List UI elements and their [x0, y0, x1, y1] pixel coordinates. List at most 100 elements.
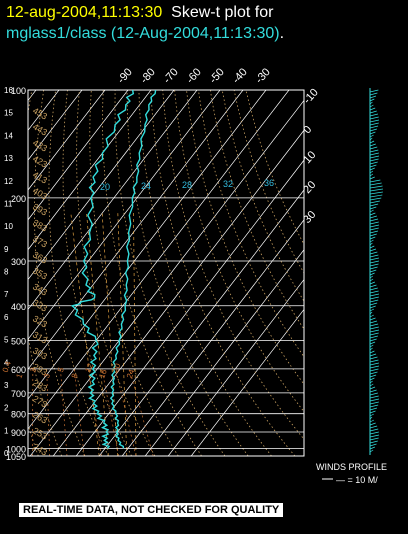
theta-label: 303 [31, 345, 49, 361]
wind-barb [369, 206, 377, 210]
wind-barb [369, 212, 376, 216]
moist-adiabat [70, 212, 100, 456]
wind-barb [369, 371, 378, 375]
mixing-ratio-label: 12 [83, 362, 95, 374]
wind-barb [369, 296, 379, 300]
theta-label: 373 [31, 233, 49, 249]
wind-barb [369, 338, 377, 342]
wind-barb [369, 230, 379, 234]
height-label: 15 [4, 109, 13, 118]
height-label: 10 [4, 222, 13, 231]
height-label: 7 [4, 290, 9, 299]
wind-barb [369, 356, 378, 360]
moist-adiabat-label: 32 [223, 179, 233, 189]
wind-barb [369, 395, 379, 399]
wind-barb [369, 236, 376, 240]
wind-barb [369, 110, 377, 114]
top-temperature-label: -80 [138, 66, 158, 86]
wind-barb [369, 140, 375, 144]
wind-barb [369, 182, 382, 186]
wind-barb [369, 218, 379, 222]
wind-barb [369, 449, 374, 453]
right-temperature-label: 0 [301, 124, 314, 137]
top-temperature-label: -40 [230, 66, 250, 86]
wind-barb [369, 293, 380, 297]
wind-barb [369, 251, 378, 255]
wind-barb [369, 134, 374, 138]
mixing-ratio-label: 1 [14, 372, 24, 380]
theta-label: 333 [31, 297, 49, 313]
theta-label: 273 [31, 393, 49, 409]
plot-area [28, 90, 304, 456]
wind-barb [369, 179, 381, 183]
wind-barb [369, 185, 383, 189]
wind-barb [369, 308, 375, 312]
wind-barb [369, 89, 379, 93]
mixing-ratio-line [73, 368, 85, 456]
wind-barb [369, 113, 379, 117]
moist-adiabat-label: 20 [100, 182, 110, 192]
pressure-label: 500 [11, 337, 26, 347]
wind-barb [369, 335, 378, 339]
dry-adiabat [62, 90, 132, 456]
height-label: 13 [4, 154, 13, 163]
dry-adiabat [48, 90, 109, 456]
theta-label: 253 [31, 425, 49, 441]
top-temperature-label: -60 [184, 66, 204, 86]
height-label: 14 [4, 131, 13, 140]
wind-barb [369, 128, 378, 132]
mixing-ratio-label: 0.4 [1, 360, 13, 374]
pressure-label: 100 [11, 86, 26, 96]
theta-label: 353 [31, 265, 49, 281]
wind-barb [369, 326, 379, 330]
wind-barb [369, 437, 379, 441]
wind-barb [369, 188, 384, 192]
wind-barb [369, 341, 376, 345]
wind-barb [369, 281, 376, 285]
wind-barb [369, 107, 376, 111]
mixing-ratio-label: 16 [97, 368, 109, 380]
pressure-label: 600 [11, 365, 26, 375]
wind-barb [369, 428, 379, 432]
wind-barb [369, 95, 377, 99]
isotherm [28, 90, 106, 191]
wind-barb [369, 389, 377, 393]
dry-adiabat [89, 90, 179, 456]
top-temperature-label: -50 [207, 66, 227, 86]
moist-adiabat-label: 28 [182, 180, 192, 190]
wind-barb [369, 104, 374, 108]
temperature-profile-line [109, 90, 157, 449]
chart-profiles [70, 90, 157, 449]
wind-barb [369, 233, 377, 237]
wind-barb [369, 305, 376, 309]
wind-barb [369, 329, 380, 333]
mixing-ratio-line [87, 368, 102, 456]
wind-barb [369, 407, 378, 411]
height-label: 4 [4, 358, 9, 367]
title-period: . [279, 25, 285, 42]
top-temperature-label: -30 [253, 66, 273, 86]
height-label: 1 [4, 426, 9, 435]
wind-barb [369, 194, 383, 198]
pressure-label: 800 [11, 410, 26, 420]
moist-adiabat [117, 212, 128, 456]
pressure-label: 200 [11, 194, 26, 204]
wind-barb [369, 242, 373, 246]
wind-barb [369, 446, 376, 450]
wind-barb [369, 149, 379, 153]
wind-barb [369, 392, 378, 396]
wind-barb [369, 284, 377, 288]
wind-barb [369, 323, 379, 327]
theta-label: 343 [31, 281, 49, 297]
wind-barb [369, 275, 373, 279]
profiles-clip [70, 90, 157, 449]
wind-barb [369, 137, 373, 141]
theta-label: 393 [31, 201, 49, 217]
winds-scale-label: — = 10 M/ [336, 475, 378, 485]
wind-barb [369, 404, 379, 408]
wind-barb [369, 266, 378, 270]
wind-barb [369, 434, 380, 438]
wind-barb [369, 410, 376, 414]
station-name: mglass1/class (12-Aug-2004,11:13:30) [6, 25, 280, 42]
